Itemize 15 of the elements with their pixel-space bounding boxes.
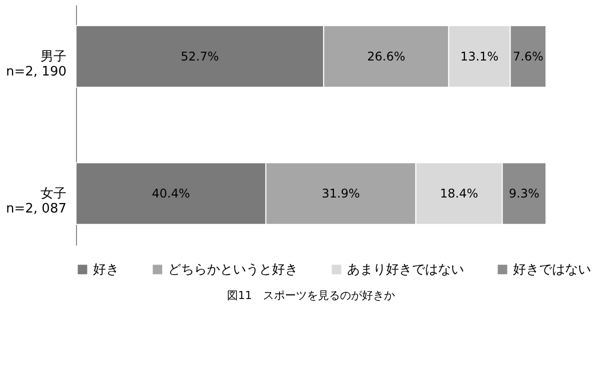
legend-label: あまり好きではない: [347, 262, 464, 278]
data-label: 40.4%: [152, 186, 190, 201]
text: 図11 スポーツを見るのが好きか: [227, 289, 395, 302]
data-label: 26.6%: [367, 49, 406, 64]
data-label: 7.6%: [512, 49, 544, 64]
data-label: 13.1%: [460, 49, 499, 64]
y-tick-label: 女子 n=2, 087: [6, 186, 66, 217]
data-label: 9.3%: [508, 186, 540, 201]
data-label: 52.7%: [180, 49, 219, 64]
y-tick-label: 男子 n=2, 190: [6, 49, 66, 80]
legend-label: どちらかというと好き: [168, 262, 298, 278]
legend-label: 好きではない: [513, 262, 591, 278]
legend-label: 好き: [93, 262, 119, 278]
data-label: 31.9%: [322, 186, 360, 201]
data-label: 18.4%: [440, 186, 478, 201]
